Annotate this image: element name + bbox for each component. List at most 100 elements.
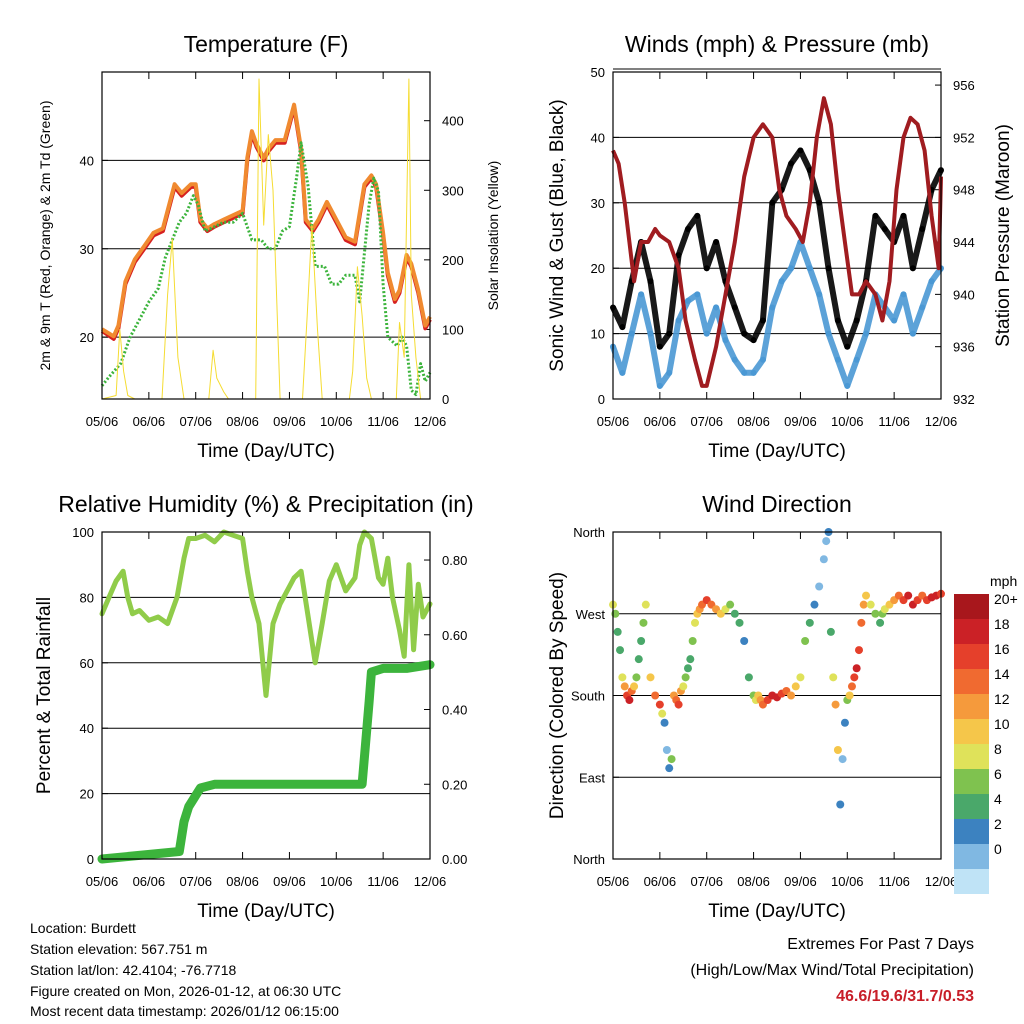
series-point-gust [788,160,795,167]
x-tick-label: 09/06 [273,874,306,889]
y-tick-label: East [579,770,605,785]
colorbar-swatch [954,819,989,844]
x-tick-label: 05/06 [86,874,119,889]
x-tick-label: 10/06 [320,874,353,889]
x-axis-label: Time (Day/UTC) [197,441,335,462]
series-point-gust [694,212,701,219]
series-point-gust [881,225,888,232]
x-tick-label: 09/06 [784,414,817,429]
colorbar-swatch [954,744,989,769]
y-right-tick-label: 0.40 [442,703,467,718]
direction-point [796,673,805,682]
direction-point [801,637,810,645]
x-tick-label: 06/06 [133,414,166,429]
colorbar-swatch [954,869,989,894]
y-right-tick-label: 936 [953,340,975,355]
series-point-gust [909,265,916,272]
chart-title: Relative Humidity (%) & Precipitation (i… [58,491,473,517]
x-tick-label: 08/06 [737,874,770,889]
x-tick-label: 08/06 [737,414,770,429]
direction-point [683,664,692,673]
direction-point [791,682,800,691]
series-point-gust [684,225,691,232]
colorbar-label: 20+ [994,591,1018,607]
y-tick-label: 20 [80,330,94,345]
direction-point [630,682,639,691]
colorbar-label: 2 [994,816,1002,832]
x-axis-label: Time (Day/UTC) [708,901,846,922]
y-axis-label: Percent & Total Rainfall [34,597,55,794]
x-tick-label: 05/06 [86,414,119,429]
x-tick-label: 10/06 [831,874,864,889]
series-point-wind [825,330,832,337]
direction-point [819,555,828,564]
series-point-wind [750,369,757,376]
x-tick-label: 06/06 [133,874,166,889]
y-tick-label: 80 [80,590,94,605]
series-point-wind [619,369,626,376]
y-tick-label: 40 [80,153,94,168]
direction-point [616,646,625,655]
direction-point [787,691,796,700]
series-point-wind [853,356,860,363]
colorbar-swatch [954,669,989,694]
direction-point [871,609,880,618]
x-tick-label: 09/06 [784,874,817,889]
y-tick-label: 60 [80,656,94,671]
plot-frame [612,71,942,400]
series-line-pressure [611,96,943,388]
y-axis-label: Direction (Colored By Speed) [547,572,568,819]
plot-frame [101,71,431,400]
colorbar-swatch [954,719,989,744]
recent-timestamp-text: Most recent data timestamp: 2026/01/12 0… [30,1003,339,1019]
direction-point [852,664,861,673]
series-point-gust [825,265,832,272]
y-tick-label: 20 [591,261,605,276]
direction-point [658,709,667,718]
y-tick-label: 0 [598,392,605,407]
y-tick-label: 100 [72,525,94,540]
y-tick-label: 50 [591,65,605,80]
direction-point [634,655,643,664]
y-tick-label: North [573,852,605,867]
series-point-wind [891,317,898,324]
y-right-tick-label: 944 [953,235,975,250]
x-tick-label: 12/06 [414,414,447,429]
extremes-subtitle: (High/Low/Max Wind/Total Precipitation) [690,962,974,979]
series-point-wind [788,265,795,272]
created-text: Figure created on Mon, 2026-01-12, at 06… [30,983,342,999]
y-right-tick-label: 0.00 [442,852,467,867]
colorbar-swatch [954,694,989,719]
direction-point [836,800,845,809]
series-point-gust [900,212,907,219]
colorbar-label: 8 [994,741,1002,757]
y-right-tick-label: 940 [953,287,975,302]
extremes-title: Extremes For Past 7 Days [787,936,974,953]
direction-point [840,718,849,727]
x-tick-label: 11/06 [878,414,910,429]
direction-point [833,746,842,754]
chart-title: Temperature (F) [184,31,349,57]
x-tick-label: 08/06 [226,874,259,889]
series-point-gust [759,317,766,324]
y-tick-label: South [571,689,605,704]
direction-point [660,718,669,727]
x-tick-label: 05/06 [597,414,630,429]
series-point-wind [731,356,738,363]
y-tick-label: 20 [80,787,94,802]
x-tick-label: 09/06 [273,414,306,429]
series-point-gust [816,199,823,206]
series-point-gust [656,343,663,350]
y-right-tick-label: 932 [953,392,975,407]
series-point-gust [834,317,841,324]
colorbar-label: 6 [994,766,1002,782]
series-point-wind [844,382,851,389]
direction-point [876,618,885,627]
direction-point [651,691,660,700]
chart-title: Wind Direction [702,491,852,517]
series-point-gust [750,337,757,344]
direction-point [805,618,814,627]
series-point-gust [797,147,804,154]
x-tick-label: 07/06 [179,874,212,889]
